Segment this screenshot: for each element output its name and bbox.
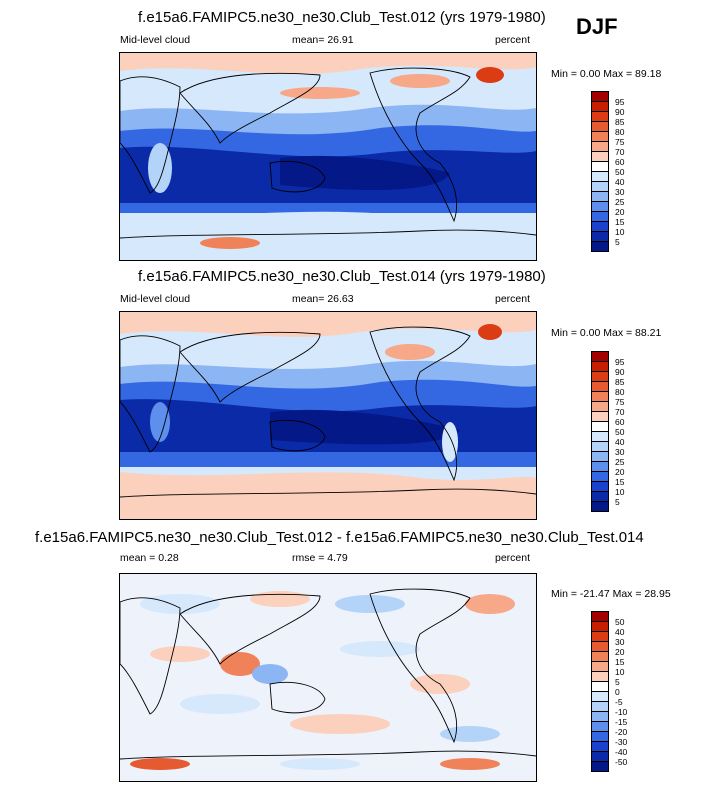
panel-1-units-label: percent [495, 34, 531, 46]
colorbar-tick-label: 80 [615, 387, 625, 397]
colorbar-tick-label: -5 [615, 697, 623, 707]
colorbar-swatch [591, 761, 609, 772]
colorbar-tick-label: 20 [615, 207, 625, 217]
colorbar-tick-label: 80 [615, 127, 625, 137]
colorbar-tick-label: 95 [615, 357, 625, 367]
panel-3-title: f.e15a6.FAMIPC5.ne30_ne30.Club_Test.012 … [35, 529, 644, 546]
colorbar-tick-label: 5 [615, 677, 620, 687]
panel-2-map [119, 311, 537, 520]
colorbar-swatch [591, 501, 609, 512]
panel-3-mean-label: mean = 0.28 [120, 552, 179, 564]
panel-2-colorbar: 95 90 85 80 75 70 60 50 40 30 25 20 15 10 5 [591, 351, 624, 512]
colorbar-tick-label: 30 [615, 637, 625, 647]
colorbar-tick-label: 30 [615, 187, 625, 197]
panel-2-units-label: percent [495, 293, 531, 305]
colorbar-tick-label: 10 [615, 667, 625, 677]
panel-3-map [119, 573, 537, 782]
colorbar-tick-label: 70 [615, 407, 625, 417]
colorbar-tick-label: 15 [615, 477, 625, 487]
panel-3-field [120, 574, 536, 781]
panel-1-field [120, 53, 536, 260]
colorbar-tick-label: 85 [615, 117, 625, 127]
season-label: DJF [576, 14, 618, 39]
colorbar-tick-label: -30 [615, 737, 628, 747]
panel-2-field [120, 312, 536, 519]
panel-2-min-max: Min = 0.00 Max = 88.21 [551, 327, 662, 339]
colorbar-tick-label: -50 [615, 757, 628, 767]
colorbar-tick-label: 40 [615, 627, 625, 637]
colorbar-tick-label: 5 [615, 237, 620, 247]
panel-1-mean-label: mean= 26.91 [292, 34, 354, 46]
colorbar-tick-label: -10 [615, 707, 628, 717]
panel-1-title: f.e15a6.FAMIPC5.ne30_ne30.Club_Test.012 … [138, 9, 546, 26]
panel-2-title: f.e15a6.FAMIPC5.ne30_ne30.Club_Test.014 … [138, 268, 546, 285]
panel-3-colorbar: 50 40 30 20 15 10 5 0 -5 -10 -15 -20 -30 -40 -50 [591, 611, 627, 772]
colorbar-tick-label: 5 [615, 497, 620, 507]
colorbar-tick-label: 25 [615, 197, 625, 207]
colorbar-swatch [591, 241, 609, 252]
panel-3-rmse-label: rmse = 4.79 [292, 552, 348, 564]
colorbar-tick-label: -20 [615, 727, 628, 737]
colorbar-tick-label: 15 [615, 657, 625, 667]
colorbar-tick-label: 20 [615, 467, 625, 477]
colorbar-tick-label: 25 [615, 457, 625, 467]
colorbar-tick-label: 50 [615, 167, 625, 177]
panel-2-mean-label: mean= 26.63 [292, 293, 354, 305]
colorbar-tick-label: 40 [615, 437, 625, 447]
panel-1-min-max: Min = 0.00 Max = 89.18 [551, 68, 662, 80]
colorbar-tick-label: 10 [615, 487, 625, 497]
colorbar-tick-label: 0 [615, 687, 620, 697]
colorbar-tick-label: 60 [615, 417, 625, 427]
colorbar-tick-label: 95 [615, 97, 625, 107]
colorbar-tick-label: 90 [615, 367, 625, 377]
colorbar-tick-label: 30 [615, 447, 625, 457]
colorbar-tick-label: 15 [615, 217, 625, 227]
panel-1-variable-label: Mid-level cloud [120, 34, 191, 46]
colorbar-tick-label: 60 [615, 157, 625, 167]
panel-3-units-label: percent [495, 552, 531, 564]
colorbar-tick-label: -15 [615, 717, 628, 727]
colorbar-tick-label: 85 [615, 377, 625, 387]
panel-3-min-max: Min = -21.47 Max = 28.95 [551, 588, 671, 600]
panel-1-colorbar: 95 90 85 80 75 70 60 50 40 30 25 20 15 10 5 [591, 91, 624, 252]
colorbar-tick-label: 75 [615, 397, 625, 407]
colorbar-tick-label: 75 [615, 137, 625, 147]
panel-2-variable-label: Mid-level cloud [120, 293, 191, 305]
colorbar-tick-label: 70 [615, 147, 625, 157]
panel-1-map [119, 52, 537, 261]
colorbar-tick-label: 40 [615, 177, 625, 187]
colorbar-tick-label: 50 [615, 427, 625, 437]
colorbar-tick-label: 90 [615, 107, 625, 117]
colorbar-tick-label: 20 [615, 647, 625, 657]
colorbar-tick-label: -40 [615, 747, 628, 757]
colorbar-tick-label: 10 [615, 227, 625, 237]
colorbar-tick-label: 50 [615, 617, 625, 627]
